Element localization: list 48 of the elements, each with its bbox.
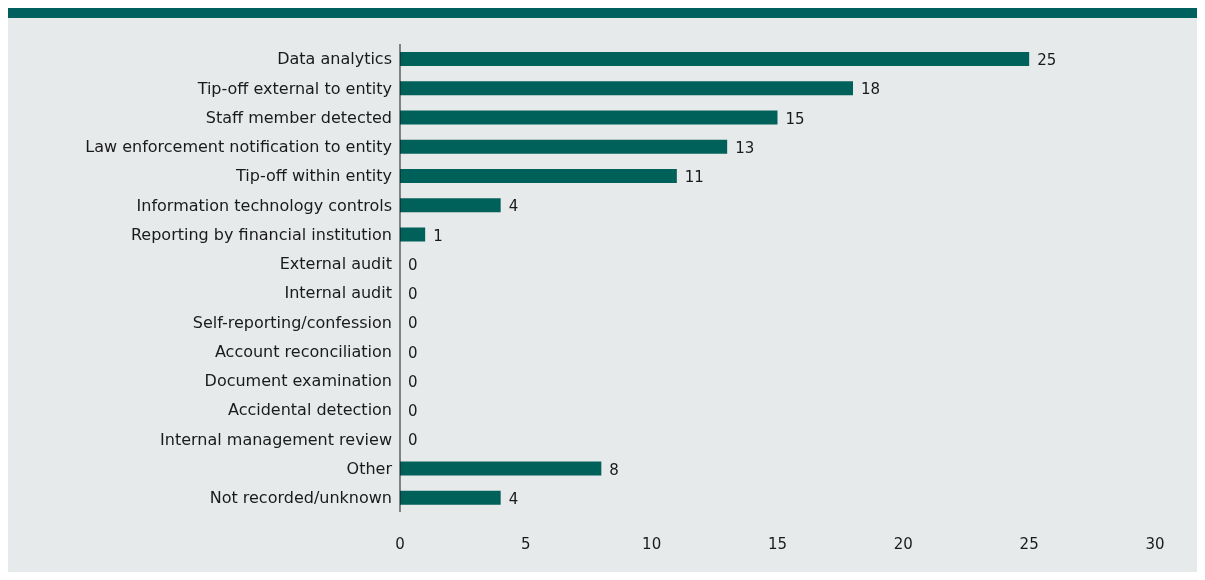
- y-tick-label: Internal management review: [160, 429, 392, 449]
- data-label: 4: [508, 197, 519, 216]
- y-tick-label: Tip-off within entity: [235, 166, 392, 186]
- bar: [400, 139, 728, 154]
- bar: [400, 169, 677, 183]
- y-tick-label: Account reconciliation: [214, 341, 392, 361]
- bar: [400, 110, 778, 125]
- x-tick-label: 0: [395, 534, 405, 553]
- data-label: 0: [408, 343, 418, 362]
- x-tick-label: 20: [893, 534, 913, 553]
- y-tick-label: Information technology controls: [136, 195, 392, 215]
- bar: [400, 227, 426, 242]
- bar: [400, 461, 602, 476]
- y-tick-label: Law enforcement notification to entity: [85, 137, 392, 157]
- x-tick-label: 5: [521, 534, 531, 553]
- data-label: 11: [684, 168, 704, 186]
- data-label: 25: [1037, 51, 1057, 69]
- y-tick-label: Staff member detected: [205, 107, 392, 127]
- data-label: 0: [408, 255, 418, 274]
- y-tick-label: Self-reporting/confession: [192, 312, 392, 332]
- data-label: 13: [735, 138, 755, 157]
- bar: [400, 81, 853, 96]
- y-tick-label: Reporting by financial institution: [130, 224, 392, 244]
- data-label: 0: [408, 372, 418, 391]
- data-label: 0: [408, 431, 418, 450]
- y-tick-label: Internal audit: [284, 283, 392, 303]
- x-tick-label: 15: [767, 534, 788, 553]
- data-label: 0: [408, 314, 418, 333]
- y-tick-label: External audit: [279, 254, 392, 274]
- y-tick-label: Other: [346, 458, 393, 478]
- y-tick-label: Document examination: [204, 371, 392, 391]
- data-label: 1: [433, 226, 443, 245]
- x-tick-label: 10: [642, 534, 662, 553]
- data-label: 18: [861, 80, 881, 99]
- y-tick-label: Not recorded/unknown: [209, 488, 392, 508]
- data-label: 15: [785, 109, 805, 128]
- data-label: 0: [408, 285, 418, 303]
- data-label: 4: [508, 489, 519, 508]
- y-tick-label: Data analytics: [277, 49, 392, 69]
- x-tick-label: 25: [1019, 534, 1039, 553]
- y-tick-label: Tip-off external to entity: [196, 78, 392, 98]
- data-label: 8: [609, 460, 619, 479]
- data-label: 0: [408, 402, 418, 420]
- bar: [400, 490, 501, 505]
- y-tick-label: Accidental detection: [227, 400, 392, 420]
- bar: [400, 52, 1030, 66]
- x-tick-label: 30: [1145, 534, 1165, 553]
- bar: [400, 198, 501, 213]
